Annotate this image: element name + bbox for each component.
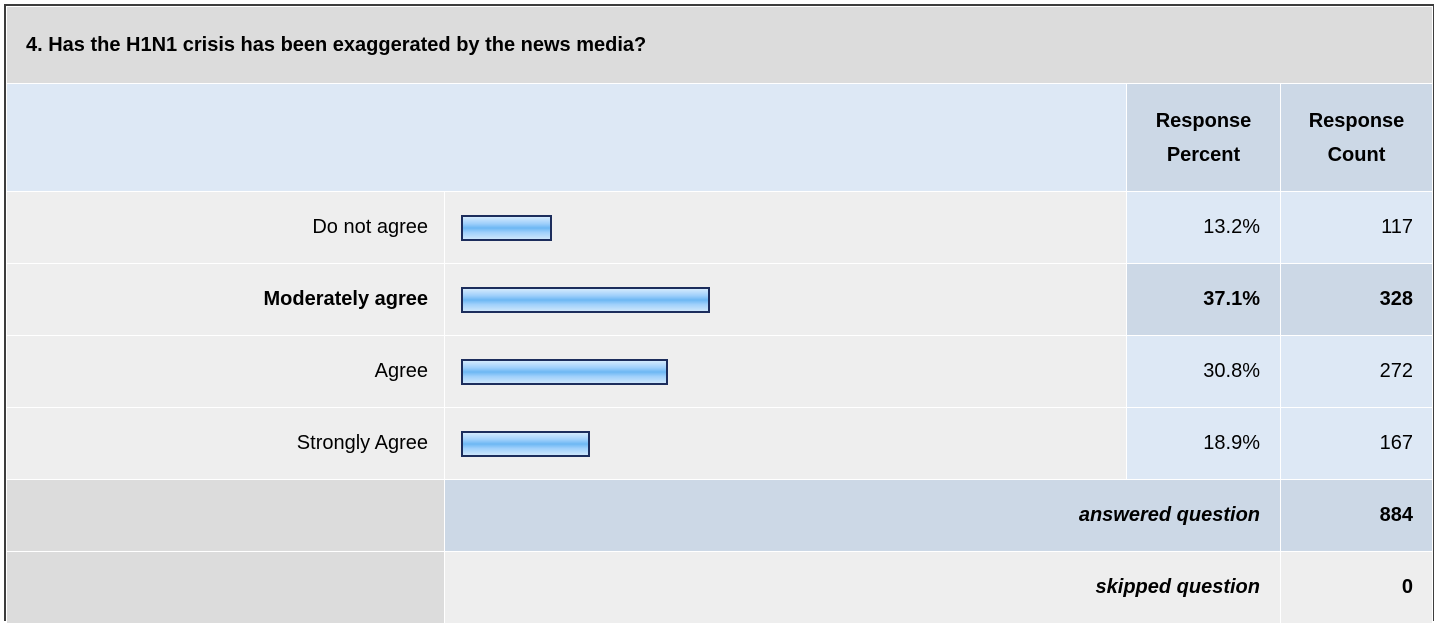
header-response-count: Response Count — [1280, 83, 1433, 192]
answered-row: answered question 884 — [6, 479, 1433, 552]
footer-blank — [6, 551, 445, 624]
skipped-question-label: skipped question — [444, 551, 1281, 624]
question-row: 4. Has the H1N1 crisis has been exaggera… — [6, 6, 1433, 84]
response-count: 328 — [1280, 263, 1433, 336]
skipped-question-count: 0 — [1280, 551, 1433, 624]
response-percent: 30.8% — [1126, 335, 1281, 408]
response-count: 272 — [1280, 335, 1433, 408]
response-percent: 37.1% — [1126, 263, 1281, 336]
skipped-row: skipped question 0 — [6, 551, 1433, 624]
response-count: 167 — [1280, 407, 1433, 480]
bar-agree — [461, 358, 668, 385]
response-percent: 13.2% — [1126, 191, 1281, 264]
table-row: Moderately agree 37.1% 328 — [6, 263, 1433, 336]
header-response-percent: Response Percent — [1126, 83, 1281, 192]
header-row: Response Percent Response Count — [6, 83, 1433, 192]
answer-label: Moderately agree — [6, 263, 445, 336]
question-title: 4. Has the H1N1 crisis has been exaggera… — [6, 6, 1433, 84]
response-percent: 18.9% — [1126, 407, 1281, 480]
table-row: Do not agree 13.2% 117 — [6, 191, 1433, 264]
table-row: Agree 30.8% 272 — [6, 335, 1433, 408]
survey-question-panel: 4. Has the H1N1 crisis has been exaggera… — [4, 4, 1434, 624]
bar-strongly-agree — [461, 430, 590, 457]
footer-blank — [6, 479, 445, 552]
answer-label: Do not agree — [6, 191, 445, 264]
header-blank — [6, 83, 1127, 192]
answer-label: Agree — [6, 335, 445, 408]
answered-question-label: answered question — [444, 479, 1281, 552]
bar-do-not-agree — [461, 214, 552, 241]
results-table: 4. Has the H1N1 crisis has been exaggera… — [6, 6, 1433, 624]
table-row: Strongly Agree 18.9% 167 — [6, 407, 1433, 480]
answer-label: Strongly Agree — [6, 407, 445, 480]
response-count: 117 — [1280, 191, 1433, 264]
answered-question-count: 884 — [1280, 479, 1433, 552]
bar-moderately-agree — [461, 286, 710, 313]
